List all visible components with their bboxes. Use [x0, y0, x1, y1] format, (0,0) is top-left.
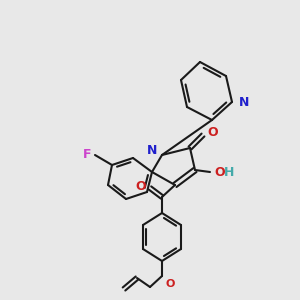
Text: F: F	[82, 148, 91, 160]
Text: N: N	[239, 95, 249, 109]
Text: O: O	[207, 127, 217, 140]
Text: O: O	[135, 181, 146, 194]
Text: O: O	[165, 279, 174, 289]
Text: N: N	[147, 145, 157, 158]
Text: H: H	[224, 167, 234, 179]
Text: O: O	[214, 167, 225, 179]
